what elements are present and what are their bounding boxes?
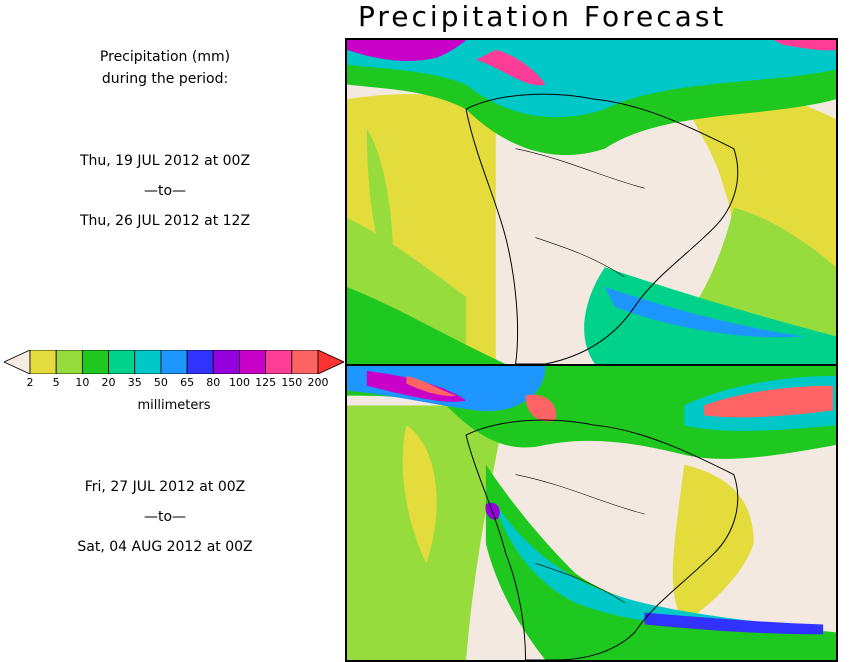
period-1-separator: —to— <box>143 183 187 199</box>
continent-outline <box>465 93 739 364</box>
precip-area-front-blue <box>604 286 804 338</box>
legend-tick-label: 80 <box>206 376 221 389</box>
precip-area-itcz-cyan <box>347 40 836 118</box>
map-panel-period-2 <box>345 364 838 662</box>
period-2-label: Fri, 27 JUL 2012 at 00Z —to— Sat, 04 AUG… <box>0 472 330 562</box>
period-header: Precipitation (mm) during the period: <box>0 46 330 90</box>
border-line-2 <box>535 237 625 278</box>
precip-area-itcz-pink-east <box>773 40 836 51</box>
legend-tick-labels: 2 5 10 20 35 50 65 80 100 125 150 200 <box>4 376 344 390</box>
precip-area-core-red <box>525 394 557 422</box>
legend-colorbar <box>4 350 344 374</box>
continent-outline <box>465 419 739 660</box>
legend-swatch <box>291 350 319 374</box>
legend-swatch-above-max <box>317 350 344 374</box>
period-1-end: Thu, 26 JUL 2012 at 12Z <box>79 213 251 229</box>
precip-area-front-cyan <box>495 504 764 627</box>
precip-area-green <box>347 286 506 364</box>
page-title: Precipitation Forecast <box>358 0 727 33</box>
header-line-2: during the period: <box>101 71 229 87</box>
legend-tick-label: 100 <box>228 376 250 389</box>
color-legend: 2 5 10 20 35 50 65 80 100 125 150 200 millimeters <box>4 350 344 416</box>
legend-swatch <box>265 350 293 374</box>
legend-tick-label: 200 <box>307 376 329 389</box>
border-line-2 <box>535 563 625 604</box>
precipitation-map-1 <box>347 40 836 364</box>
border-line <box>515 148 645 189</box>
precip-area-itcz-red <box>406 375 457 396</box>
map-panel-period-1 <box>345 38 838 366</box>
period-2-separator: —to— <box>143 509 187 525</box>
precip-area-itcz-magenta <box>347 40 467 62</box>
header-line-1: Precipitation (mm) <box>99 49 231 65</box>
legend-swatch <box>55 350 83 374</box>
legend-tick-label: 10 <box>75 376 90 389</box>
precip-area-front-green <box>485 464 836 660</box>
period-2-start: Fri, 27 JUL 2012 at 00Z <box>84 479 246 495</box>
legend-swatch <box>134 350 162 374</box>
precip-area-pacific-yellow <box>402 425 437 564</box>
precipitation-map-2 <box>347 366 836 660</box>
precip-area-andes-purple <box>485 502 500 520</box>
period-1-label: Thu, 19 JUL 2012 at 00Z —to— Thu, 26 JUL… <box>0 146 330 236</box>
legend-swatch <box>81 350 109 374</box>
legend-swatch <box>108 350 136 374</box>
border-line <box>515 474 645 515</box>
legend-tick-label: 150 <box>281 376 303 389</box>
legend-swatch <box>212 350 240 374</box>
precip-area-itcz-pink <box>475 49 546 86</box>
legend-tick-label: 50 <box>153 376 168 389</box>
legend-swatch <box>160 350 188 374</box>
legend-swatch <box>239 350 267 374</box>
period-1-start: Thu, 19 JUL 2012 at 00Z <box>79 153 251 169</box>
precip-area-front-blue <box>644 612 824 635</box>
legend-tick-label: 5 <box>52 376 60 389</box>
precip-area-pacific <box>366 128 393 278</box>
legend-tick-label: 125 <box>255 376 277 389</box>
legend-swatch <box>29 350 57 374</box>
legend-swatch-below-min <box>4 350 31 374</box>
period-2-end: Sat, 04 AUG 2012 at 00Z <box>77 539 253 555</box>
legend-tick-label: 2 <box>26 376 34 389</box>
legend-units: millimeters <box>137 398 211 413</box>
precip-area-front-teal <box>584 267 836 364</box>
legend-swatch <box>186 350 214 374</box>
precip-area-atlantic-red <box>704 385 834 418</box>
legend-tick-label: 35 <box>127 376 142 389</box>
legend-tick-label: 65 <box>180 376 195 389</box>
precip-area-coastal-yellow <box>672 464 754 623</box>
legend-tick-label: 20 <box>101 376 116 389</box>
